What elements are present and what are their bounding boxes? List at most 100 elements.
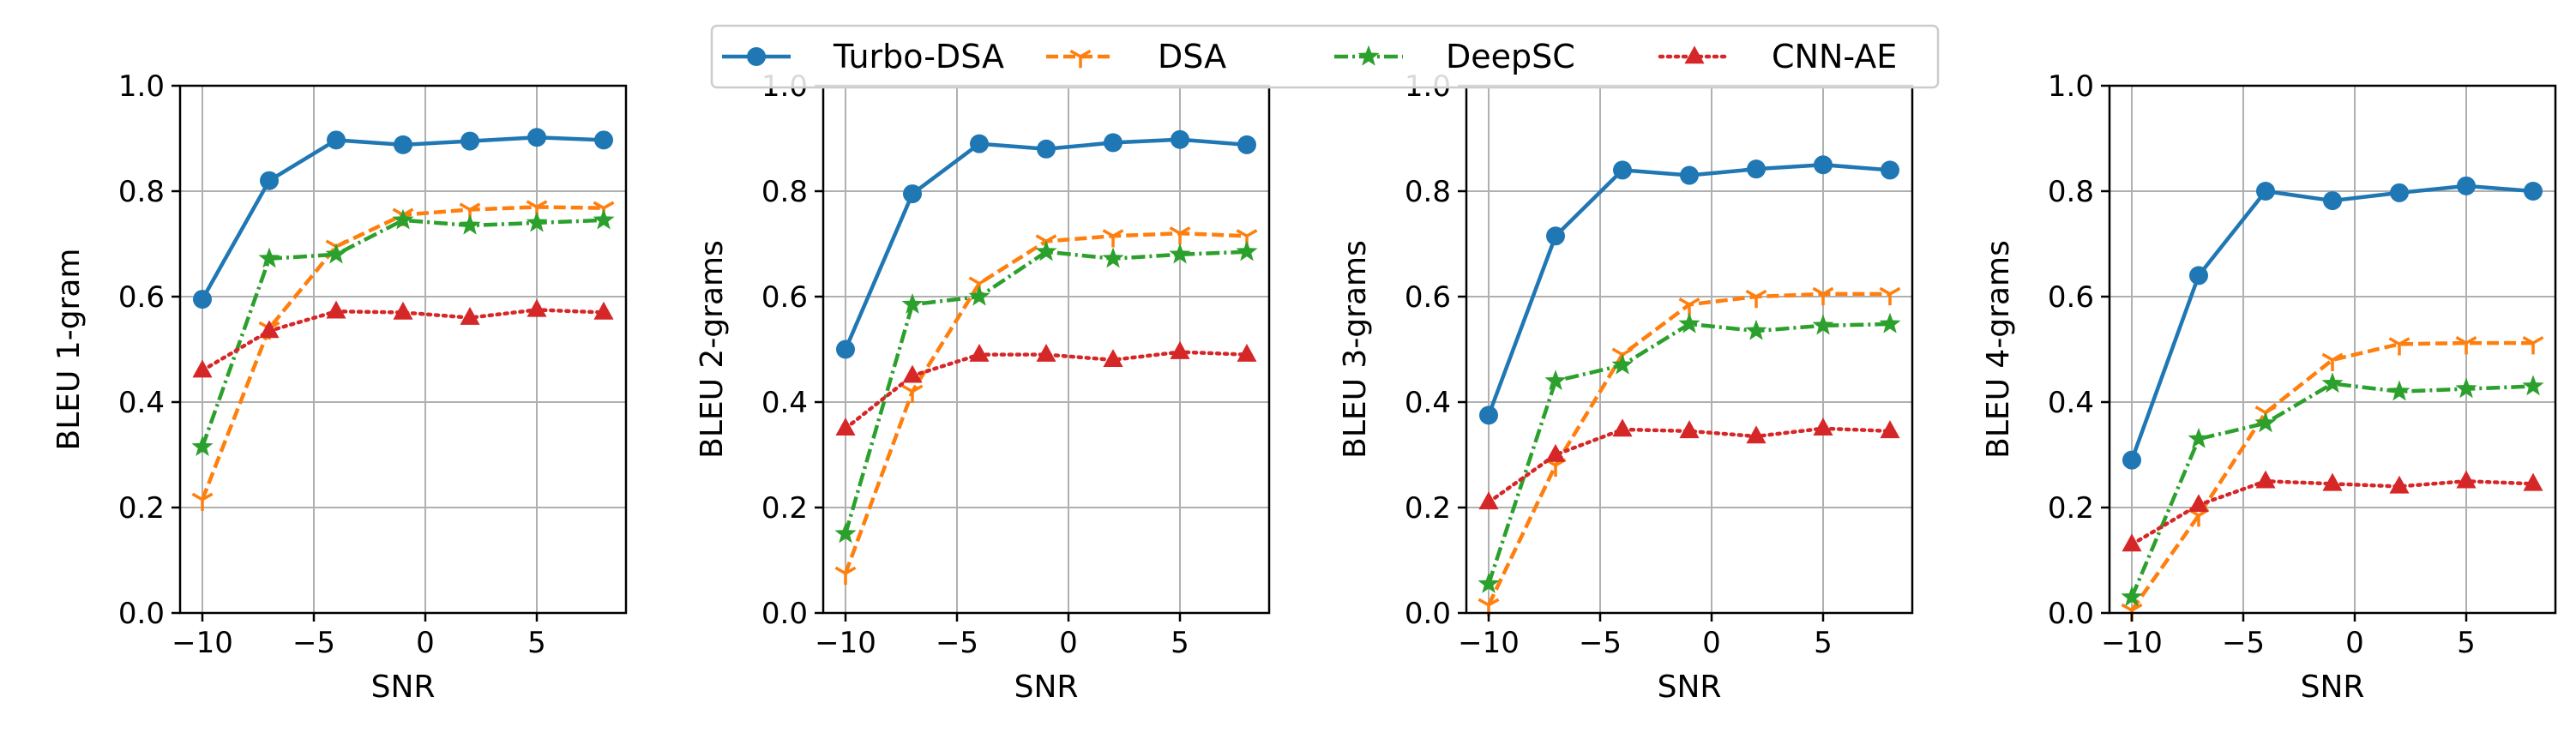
data-point xyxy=(2188,494,2209,513)
legend-entry-dsa: DSA xyxy=(1046,38,1226,75)
data-point xyxy=(1546,226,1565,246)
data-point xyxy=(970,134,989,153)
data-point xyxy=(1035,240,1057,261)
y-tick-label: 0.0 xyxy=(1405,597,1451,631)
data-point xyxy=(1611,353,1634,375)
data-point xyxy=(834,566,857,586)
subplot-1: −10 −5 0 5 0.0 0.2 0.4 0.6 0.8 1.0 SNR BLEU 1-gram xyxy=(51,69,628,705)
data-point xyxy=(835,418,856,436)
data-point xyxy=(901,384,924,403)
data-point xyxy=(1812,314,1834,335)
data-point xyxy=(1104,133,1122,153)
data-point xyxy=(193,290,212,309)
data-point xyxy=(2321,372,2344,394)
data-point xyxy=(460,131,479,151)
x-axis-label: SNR xyxy=(1014,670,1079,705)
legend-entry-cnn-ae: CNN-AE xyxy=(1658,38,1897,75)
data-point xyxy=(2388,380,2410,401)
legend-entry-deepsc: DeepSC xyxy=(1334,38,1575,75)
data-point xyxy=(259,320,280,339)
legend: Turbo-DSA DSA DeepSC CNN-AE xyxy=(710,24,1940,89)
data-point xyxy=(2522,336,2544,355)
data-point xyxy=(527,298,547,317)
y-tick-label: 0.0 xyxy=(2048,597,2094,631)
y-tick-label: 0.6 xyxy=(1405,280,1451,315)
data-point xyxy=(1237,135,1256,154)
x-tick-label: 0 xyxy=(1702,626,1721,660)
data-point xyxy=(2322,472,2343,491)
legend-marker xyxy=(747,47,766,66)
x-tick-label: −10 xyxy=(815,626,876,660)
series-line xyxy=(843,231,1248,574)
series-turbo-dsa xyxy=(193,128,613,309)
data-point xyxy=(2323,191,2342,211)
data-point xyxy=(526,211,548,232)
data-point xyxy=(1171,129,1189,149)
x-tick-label: −10 xyxy=(1458,626,1520,660)
data-point xyxy=(260,171,279,190)
data-point xyxy=(968,285,990,306)
data-point xyxy=(327,130,346,150)
data-point xyxy=(459,213,481,235)
x-tick-label: 0 xyxy=(1059,626,1078,660)
series-deepsc xyxy=(191,208,615,456)
data-point xyxy=(1814,155,1833,175)
data-point xyxy=(901,293,924,314)
y-tick-label: 0.8 xyxy=(2048,175,2094,209)
data-point xyxy=(1036,344,1056,362)
data-point xyxy=(594,130,613,150)
data-point xyxy=(1479,406,1498,425)
data-point xyxy=(1478,572,1500,593)
axes-frame xyxy=(178,84,628,615)
data-point xyxy=(2390,183,2409,202)
y-tick-label: 0.4 xyxy=(1405,386,1451,420)
data-point xyxy=(191,436,214,456)
y-tick-label: 0.2 xyxy=(118,491,165,526)
x-tick-label: −10 xyxy=(172,626,233,660)
legend-label: Turbo-DSA xyxy=(833,38,1004,75)
data-point xyxy=(2456,470,2477,489)
series-deepsc xyxy=(2121,372,2544,607)
y-tick-label: 0.0 xyxy=(118,597,165,631)
legend-label: DSA xyxy=(1158,38,1226,75)
data-point xyxy=(1237,344,1257,362)
x-axis-label: SNR xyxy=(1658,670,1722,705)
data-point xyxy=(902,364,923,383)
data-point xyxy=(2122,450,2141,470)
data-point xyxy=(1544,369,1567,391)
x-tick-label: 5 xyxy=(1814,626,1833,660)
data-point xyxy=(2388,337,2410,356)
data-point xyxy=(1679,420,1700,439)
data-point xyxy=(1170,340,1190,359)
data-point xyxy=(1747,159,1766,179)
data-point xyxy=(2455,336,2477,355)
data-point xyxy=(1102,229,1124,248)
series-line xyxy=(1486,426,1893,505)
axes-frame xyxy=(2108,84,2557,615)
data-point xyxy=(1745,319,1767,340)
data-point xyxy=(2188,427,2210,448)
data-point xyxy=(836,339,855,359)
series-cnn-ae xyxy=(835,340,1257,436)
series-line xyxy=(843,350,1249,430)
legend-entry-turbo-dsa: Turbo-DSA xyxy=(722,38,1004,75)
y-tick-label: 0.8 xyxy=(1405,175,1451,209)
data-point xyxy=(527,128,546,147)
x-tick-label: −5 xyxy=(936,626,978,660)
x-tick-label: 5 xyxy=(2457,626,2476,660)
data-point xyxy=(2455,377,2477,399)
data-point xyxy=(2189,266,2208,285)
data-point xyxy=(2457,176,2476,195)
subplot-4: −10 −5 0 5 0.0 0.2 0.4 0.6 0.8 1.0 SNR BLEU 4-grams xyxy=(1981,69,2557,705)
data-point xyxy=(1881,160,1899,180)
legend-label: CNN-AE xyxy=(1772,38,1897,75)
data-point xyxy=(392,208,414,230)
y-tick-label: 0.8 xyxy=(118,175,165,209)
legend-marker xyxy=(1069,49,1092,69)
data-point xyxy=(593,301,614,320)
y-tick-label: 1.0 xyxy=(2048,69,2094,104)
data-point xyxy=(1103,349,1123,368)
data-point xyxy=(1169,226,1191,245)
series-line xyxy=(200,205,605,501)
